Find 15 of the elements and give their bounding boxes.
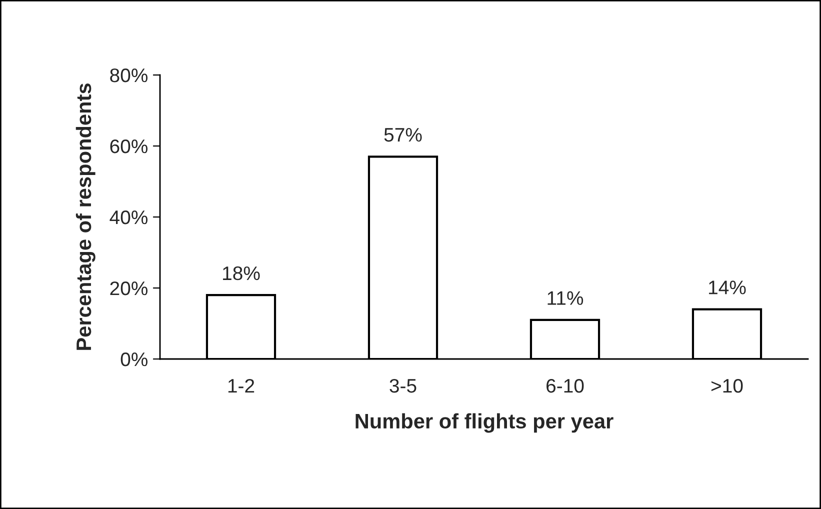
data-label: 14% — [709, 280, 746, 294]
x-axis-title: Number of flights per year — [356, 413, 614, 433]
y-tick-label: 60% — [110, 139, 148, 154]
y-axis-title: Percentage of respondents — [76, 84, 96, 350]
x-tick-label: 6-10 — [546, 378, 584, 393]
y-tick-label: 0% — [120, 352, 148, 366]
x-tick-label: 1-2 — [228, 378, 254, 393]
data-label: 18% — [223, 266, 260, 280]
x-tick-label: 3-5 — [390, 378, 416, 393]
y-tick-label: 80% — [110, 68, 148, 82]
y-tick-label: 20% — [110, 281, 148, 296]
data-label: 11% — [548, 291, 584, 305]
y-tick-label: 40% — [110, 210, 148, 224]
data-label: 57% — [384, 128, 422, 142]
x-tick-label: >10 — [711, 378, 743, 393]
